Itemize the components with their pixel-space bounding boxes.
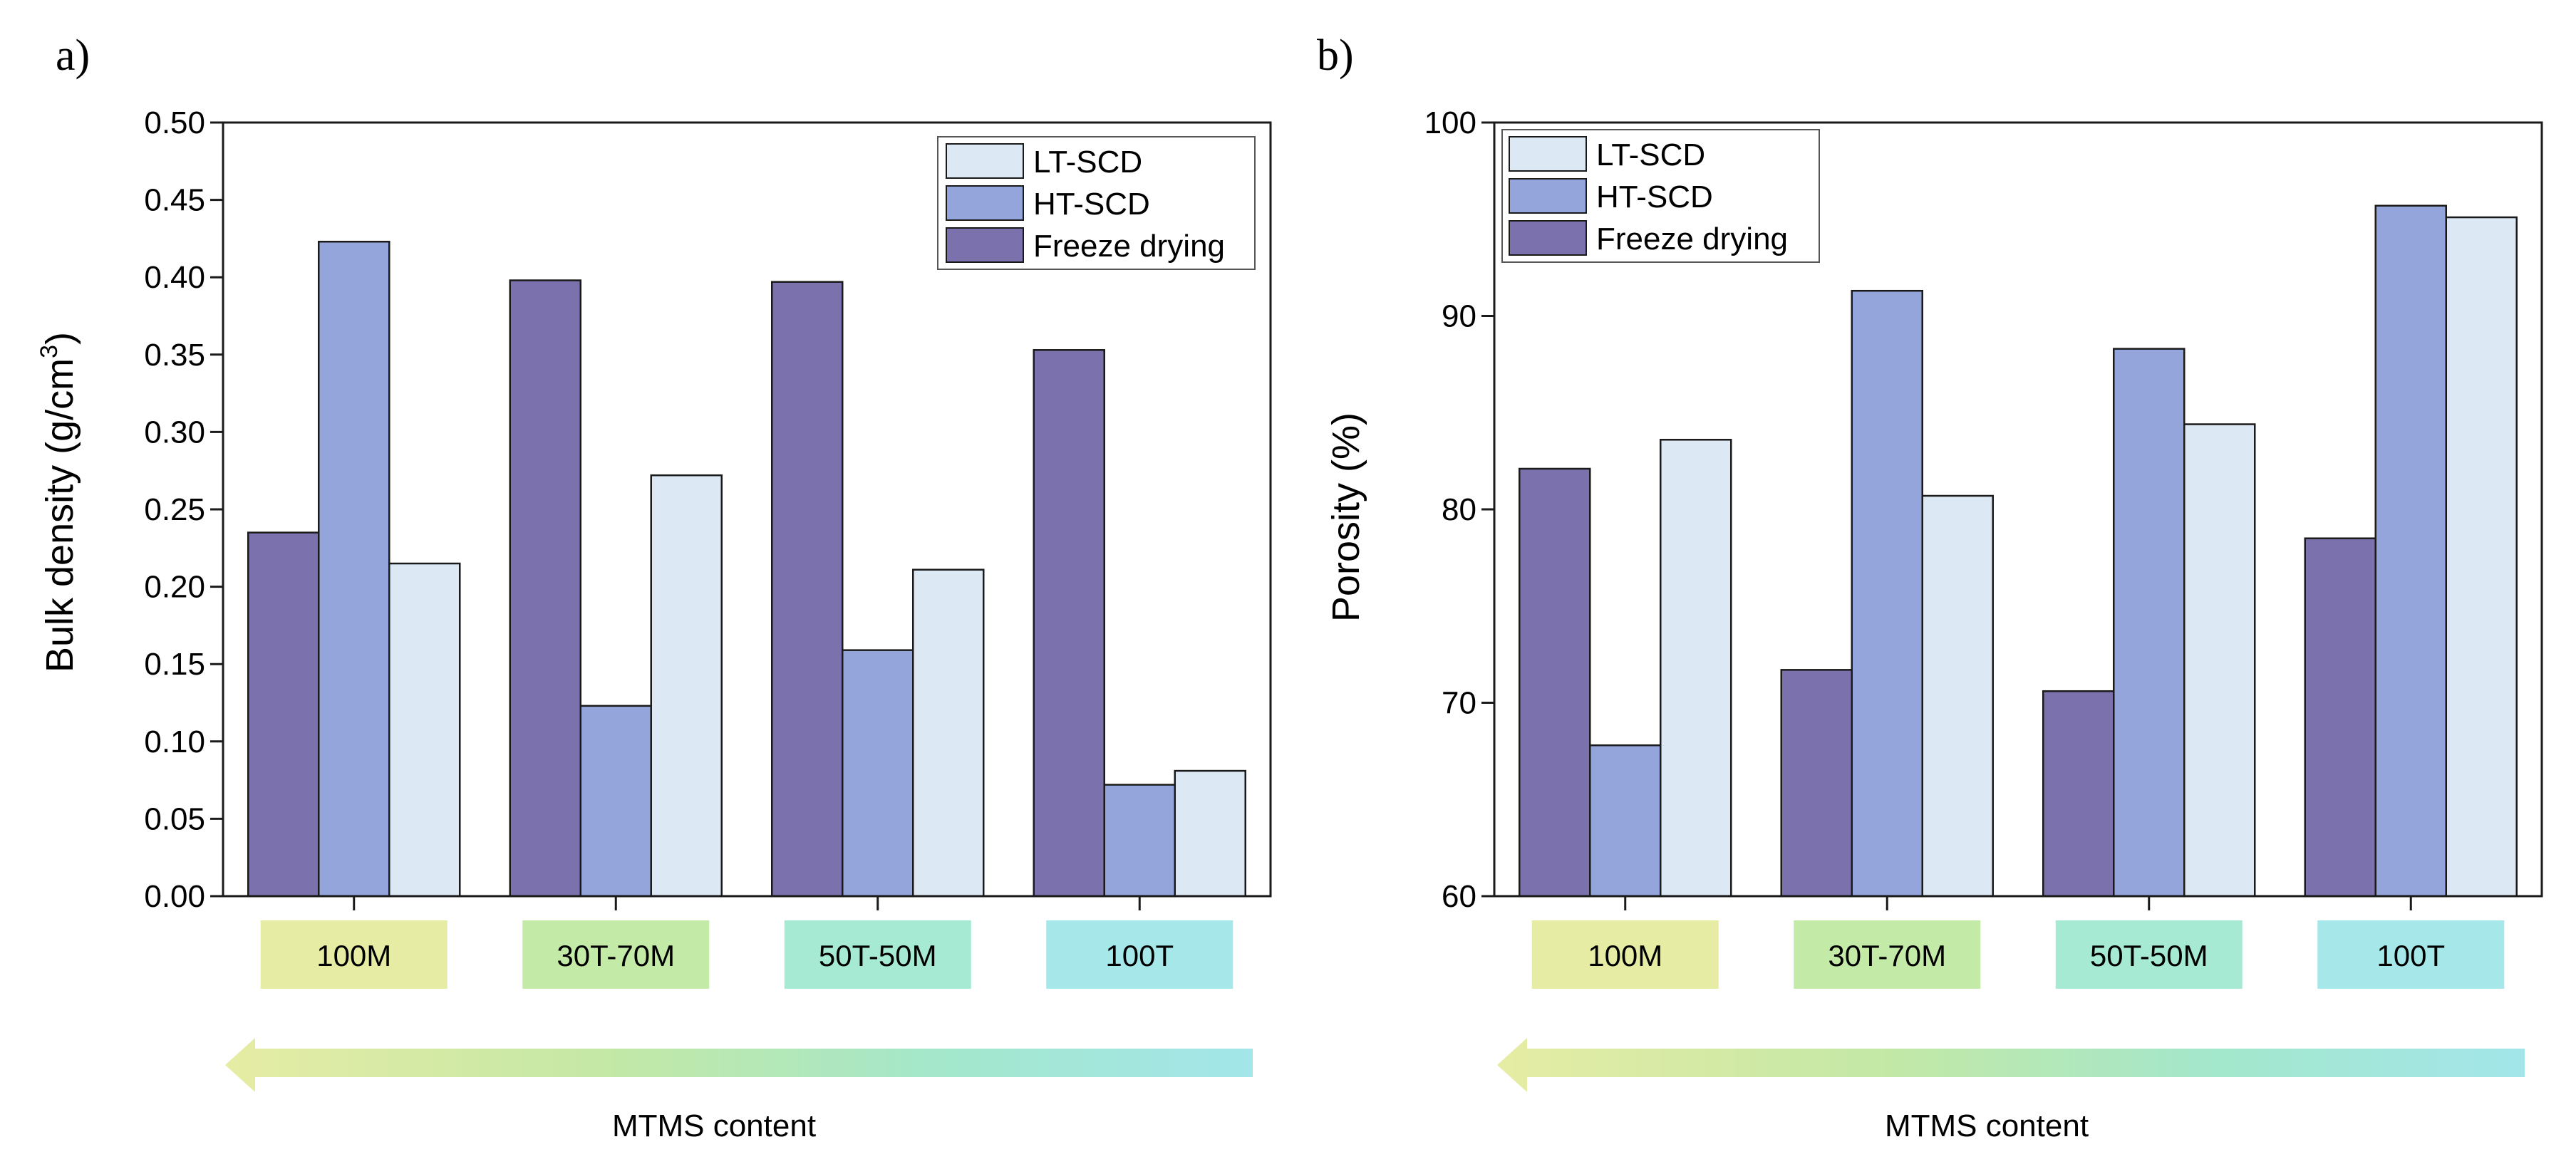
panel-b-category-box-100m: [1531, 920, 1719, 989]
panel-b-plot-frame: [1493, 121, 2543, 898]
panel-b-y-tick-label: 100: [1424, 105, 1476, 140]
panel-a-category-box-100m: [260, 920, 448, 989]
panel-b-category-label-50t-50m: 50T-50M: [2090, 939, 2208, 972]
panel-a-plot-frame: [222, 121, 1272, 898]
panel-b-category-box-50t-50m: [2055, 920, 2243, 989]
panel-b-mtms-arrow: MTMS content: [1497, 1038, 2525, 1143]
panel-a-bar-ht-scd-100t: [1103, 784, 1176, 898]
legend-label-freeze-drying: Freeze drying: [1033, 229, 1225, 264]
panel-b-bar-freeze-drying-50t-50m: [2042, 690, 2115, 898]
panel-b-bar-ht-scd-100t: [2374, 204, 2447, 898]
legend-label-ht-scd: HT-SCD: [1033, 187, 1150, 222]
panel-a-y-tick-label: 0.20: [144, 570, 205, 605]
panel-a-bars: [247, 240, 1246, 898]
panel-b-bars: [1519, 204, 2518, 898]
panel-a-category-labels: 100M 30T-70M 50T-50M 100T: [260, 920, 1233, 989]
panel-b-legend: LT-SCD HT-SCD Freeze drying: [1501, 129, 1820, 263]
panel-b-bar-lt-scd-50t-50m: [2183, 423, 2256, 898]
legend-swatch-freeze-drying: [1509, 220, 1587, 256]
panel-a-y-tick-label: 0.15: [144, 647, 205, 682]
panel-a-bar-ht-scd-100m: [318, 240, 390, 898]
panel-b-category-box-30t-70m: [1794, 920, 1981, 989]
panel-a-y-axis-title-superscript: 3: [36, 345, 63, 358]
panel-b-category-label-100t: 100T: [2376, 939, 2445, 972]
panel-a-bar-ht-scd-50t-50m: [842, 649, 914, 898]
panel-a-y-tick-label: 0.25: [144, 492, 205, 527]
panel-b-y-tick-label: 90: [1442, 299, 1476, 334]
panel-b-y-tick-label: 60: [1442, 879, 1476, 914]
panel-b-bar-ht-scd-30t-70m: [1851, 289, 1923, 898]
panel-b-bar-lt-scd-30t-70m: [1921, 494, 1994, 898]
panel-a-category-box-50t-50m: [784, 920, 971, 989]
panel-b-category-label-100m: 100M: [1588, 939, 1662, 972]
panel-a-category-label-30t-70m: 30T-70M: [557, 939, 675, 972]
panel-a-letter: a): [56, 31, 90, 80]
panel-a-category-box-100t: [1046, 920, 1233, 989]
panel-a-bar-lt-scd-100t: [1174, 769, 1246, 898]
legend-swatch-lt-scd: [946, 143, 1024, 179]
panel-a-x-ticks: [353, 896, 1141, 910]
panel-a-y-tick-label: 0.45: [144, 183, 205, 218]
panel-a-bar-lt-scd-30t-70m: [650, 474, 723, 898]
panel-b-category-box-100t: [2317, 920, 2505, 989]
legend-label-lt-scd: LT-SCD: [1033, 145, 1142, 180]
legend-swatch-freeze-drying: [946, 227, 1024, 263]
panel-a-y-tick-label: 0.10: [144, 724, 205, 759]
panel-a-legend: LT-SCD HT-SCD Freeze drying: [937, 136, 1256, 270]
legend-label-freeze-drying: Freeze drying: [1596, 222, 1788, 256]
panel-b-bar-freeze-drying-30t-70m: [1780, 669, 1853, 898]
legend-swatch-lt-scd: [1509, 136, 1587, 172]
panel-a-bar-freeze-drying-50t-50m: [771, 281, 844, 898]
panel-a-y-tick-label: 0.00: [144, 879, 205, 914]
panel-a-y-tick-label: 0.05: [144, 801, 205, 836]
panel-b-x-ticks: [1624, 896, 2412, 910]
panel-a-bar-freeze-drying-30t-70m: [509, 279, 581, 898]
panel-a-bar-freeze-drying-100t: [1033, 349, 1105, 898]
panel-a-y-axis-title: Bulk density (g/cm3): [36, 332, 81, 672]
panel-a-bulk-density-chart: a) Bulk density (g/cm3) 0.00 0.05 0.10 0.15…: [36, 31, 1272, 1143]
panel-b-bar-lt-scd-100t: [2445, 216, 2518, 898]
panel-a-bar-ht-scd-30t-70m: [579, 705, 652, 898]
panel-a-y-ticks: 0.00 0.05 0.10 0.15 0.20 0.25 0.30 0.35 0.40 0.45…: [144, 105, 223, 914]
panel-b-bar-freeze-drying-100m: [1519, 467, 1591, 898]
panel-b-y-tick-label: 80: [1442, 492, 1476, 527]
legend-swatch-ht-scd: [1509, 178, 1587, 214]
panel-b-bar-lt-scd-100m: [1660, 439, 1732, 898]
legend-swatch-ht-scd: [946, 185, 1024, 221]
panel-b-y-tick-label: 70: [1442, 686, 1476, 721]
panel-b-category-labels: 100M 30T-70M 50T-50M 100T: [1531, 920, 2505, 989]
panel-b-porosity-chart: b) Porosity (%) 60 70 80 90 100 LT-SCD HT-SC…: [1317, 31, 2543, 1143]
panel-a-arrow-shape: [225, 1038, 1253, 1092]
panel-b-arrow-shape: [1497, 1038, 2525, 1092]
panel-a-arrow-label: MTMS content: [612, 1108, 816, 1143]
panel-b-y-ticks: 60 70 80 90 100: [1424, 105, 1494, 914]
panel-a-bar-lt-scd-50t-50m: [912, 568, 985, 898]
legend-label-lt-scd: LT-SCD: [1596, 137, 1705, 172]
panel-b-bar-ht-scd-100m: [1589, 744, 1662, 898]
panel-a-category-label-100t: 100T: [1105, 939, 1174, 972]
panel-a-category-label-100m: 100M: [316, 939, 391, 972]
panel-b-bar-freeze-drying-100t: [2304, 537, 2376, 898]
panel-a-y-tick-label: 0.50: [144, 105, 205, 140]
panel-b-letter: b): [1317, 31, 1354, 80]
panel-b-y-axis-title: Porosity (%): [1325, 412, 1367, 622]
panel-b-arrow-label: MTMS content: [1885, 1108, 2089, 1143]
panel-b-bar-ht-scd-50t-50m: [2113, 348, 2186, 898]
panel-a-y-tick-label: 0.40: [144, 260, 205, 295]
panel-a-bar-freeze-drying-100m: [247, 531, 320, 898]
panel-a-category-box-30t-70m: [522, 920, 710, 989]
panel-a-category-label-50t-50m: 50T-50M: [819, 939, 937, 972]
panel-b-category-label-30t-70m: 30T-70M: [1828, 939, 1946, 972]
legend-label-ht-scd: HT-SCD: [1596, 180, 1713, 214]
panel-a-y-tick-label: 0.30: [144, 415, 205, 450]
panel-a-y-tick-label: 0.35: [144, 338, 205, 373]
panel-a-bar-lt-scd-100m: [388, 562, 461, 898]
panel-a-mtms-arrow: MTMS content: [225, 1038, 1253, 1143]
